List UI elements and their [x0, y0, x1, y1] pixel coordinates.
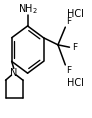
Text: NH$_2$: NH$_2$ — [18, 3, 38, 16]
Text: HCl: HCl — [67, 78, 84, 88]
Text: F: F — [66, 66, 71, 75]
Text: F: F — [72, 43, 77, 52]
Text: N: N — [10, 68, 17, 78]
Text: HCl: HCl — [67, 9, 84, 19]
Text: F: F — [66, 17, 71, 26]
